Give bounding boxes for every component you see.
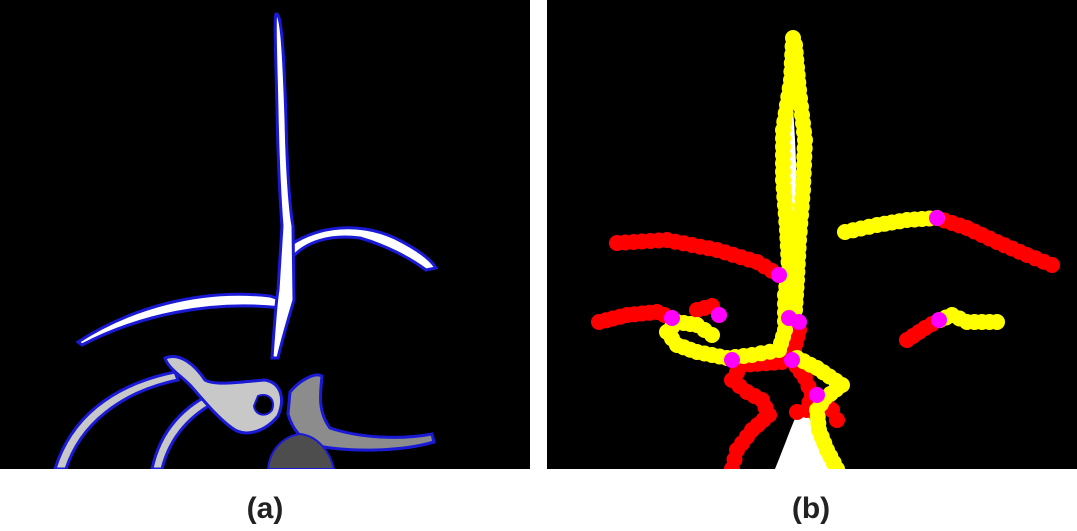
center-cluster-hole <box>252 394 274 416</box>
center-cluster-left <box>163 355 283 435</box>
lower-left-arc-outer <box>53 370 181 469</box>
main-stem <box>270 12 296 360</box>
junction-marker <box>711 307 727 323</box>
bottom-dark-blob <box>266 432 336 469</box>
panel-a-segmentation <box>0 0 530 469</box>
red-marker <box>829 412 845 428</box>
red-marker <box>724 461 740 469</box>
caption-a: (a) <box>246 492 284 525</box>
skeleton-marker-image <box>591 30 1060 469</box>
junction-marker <box>784 352 800 368</box>
panel-b-skeleton-markers <box>547 0 1077 469</box>
branch-right <box>288 226 439 272</box>
yellow-marker <box>989 314 1005 330</box>
junction-marker <box>664 310 680 326</box>
caption-b: (b) <box>791 492 831 525</box>
junction-marker <box>771 267 787 283</box>
junction-marker <box>931 312 947 328</box>
junction-marker <box>724 352 740 368</box>
red-marker <box>1044 257 1060 273</box>
red-marker <box>789 404 805 420</box>
yellow-marker <box>704 327 720 343</box>
marker-group <box>591 30 1060 469</box>
segmentation-image <box>53 12 439 469</box>
yellow-marker <box>829 461 845 469</box>
junction-marker <box>929 210 945 226</box>
junction-marker <box>809 387 825 403</box>
branch-left <box>75 292 284 347</box>
junction-marker <box>791 314 807 330</box>
